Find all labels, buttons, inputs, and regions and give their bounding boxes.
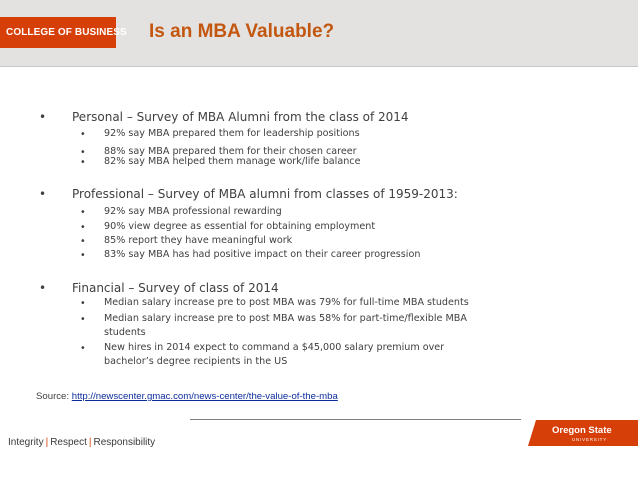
logo-text-university: UNIVERSITY bbox=[572, 437, 607, 442]
footer-divider bbox=[190, 419, 521, 420]
tagline-separator: | bbox=[45, 437, 49, 448]
sub-bullet: • bbox=[80, 157, 86, 168]
header-divider bbox=[0, 66, 638, 67]
list-item: New hires in 2014 expect to command a $4… bbox=[104, 342, 445, 353]
list-item: 83% say MBA has had positive impact on t… bbox=[104, 249, 421, 260]
heading-professional: Professional – Survey of MBA alumni from… bbox=[72, 187, 458, 201]
logo-wedge-shape bbox=[528, 420, 638, 446]
source-link[interactable]: http://newscenter.gmac.com/news-center/t… bbox=[71, 391, 338, 402]
sub-bullet: • bbox=[80, 236, 86, 247]
sub-bullet: • bbox=[80, 147, 86, 158]
list-item-continued: students bbox=[104, 327, 146, 338]
tagline-respect: Respect bbox=[50, 437, 87, 448]
source-citation: Source: http://newscenter.gmac.com/news-… bbox=[36, 391, 338, 402]
slide-title: Is an MBA Valuable? bbox=[149, 21, 335, 42]
heading-personal: Personal – Survey of MBA Alumni from the… bbox=[72, 110, 409, 124]
list-item: Median salary increase pre to post MBA w… bbox=[104, 297, 469, 308]
tagline-responsibility: Responsibility bbox=[93, 437, 156, 448]
tagline-separator: | bbox=[88, 437, 92, 448]
college-of-business-label: COLLEGE OF BUSINESS bbox=[0, 17, 127, 48]
list-item: 92% say MBA professional rewarding bbox=[104, 206, 282, 217]
bullet-professional: • bbox=[39, 187, 47, 201]
sub-bullet: • bbox=[80, 343, 86, 354]
tagline: Integrity | Respect | Responsibility bbox=[8, 437, 155, 448]
list-item: 88% say MBA prepared them for their chos… bbox=[104, 146, 357, 157]
source-label: Source: bbox=[36, 391, 70, 402]
bullet-financial: • bbox=[39, 281, 47, 295]
list-item: 92% say MBA prepared them for leadership… bbox=[104, 128, 360, 139]
sub-bullet: • bbox=[80, 129, 86, 140]
list-item: 90% view degree as essential for obtaini… bbox=[104, 221, 376, 232]
list-item: Median salary increase pre to post MBA w… bbox=[104, 313, 467, 324]
sub-bullet: • bbox=[80, 207, 86, 218]
tagline-integrity: Integrity bbox=[8, 437, 44, 448]
sub-bullet: • bbox=[80, 314, 86, 325]
list-item-continued: bachelor’s degree recipients in the US bbox=[104, 356, 288, 367]
heading-financial: Financial – Survey of class of 2014 bbox=[72, 281, 279, 295]
list-item: 82% say MBA helped them manage work/life… bbox=[104, 156, 361, 167]
sub-bullet: • bbox=[80, 222, 86, 233]
sub-bullet: • bbox=[80, 298, 86, 309]
bullet-personal: • bbox=[39, 110, 47, 124]
sub-bullet: • bbox=[80, 250, 86, 261]
oregon-state-logo: Oregon State UNIVERSITY bbox=[528, 420, 638, 446]
logo-text-oregon-state: Oregon State bbox=[552, 425, 612, 436]
list-item: 85% report they have meaningful work bbox=[104, 235, 293, 246]
